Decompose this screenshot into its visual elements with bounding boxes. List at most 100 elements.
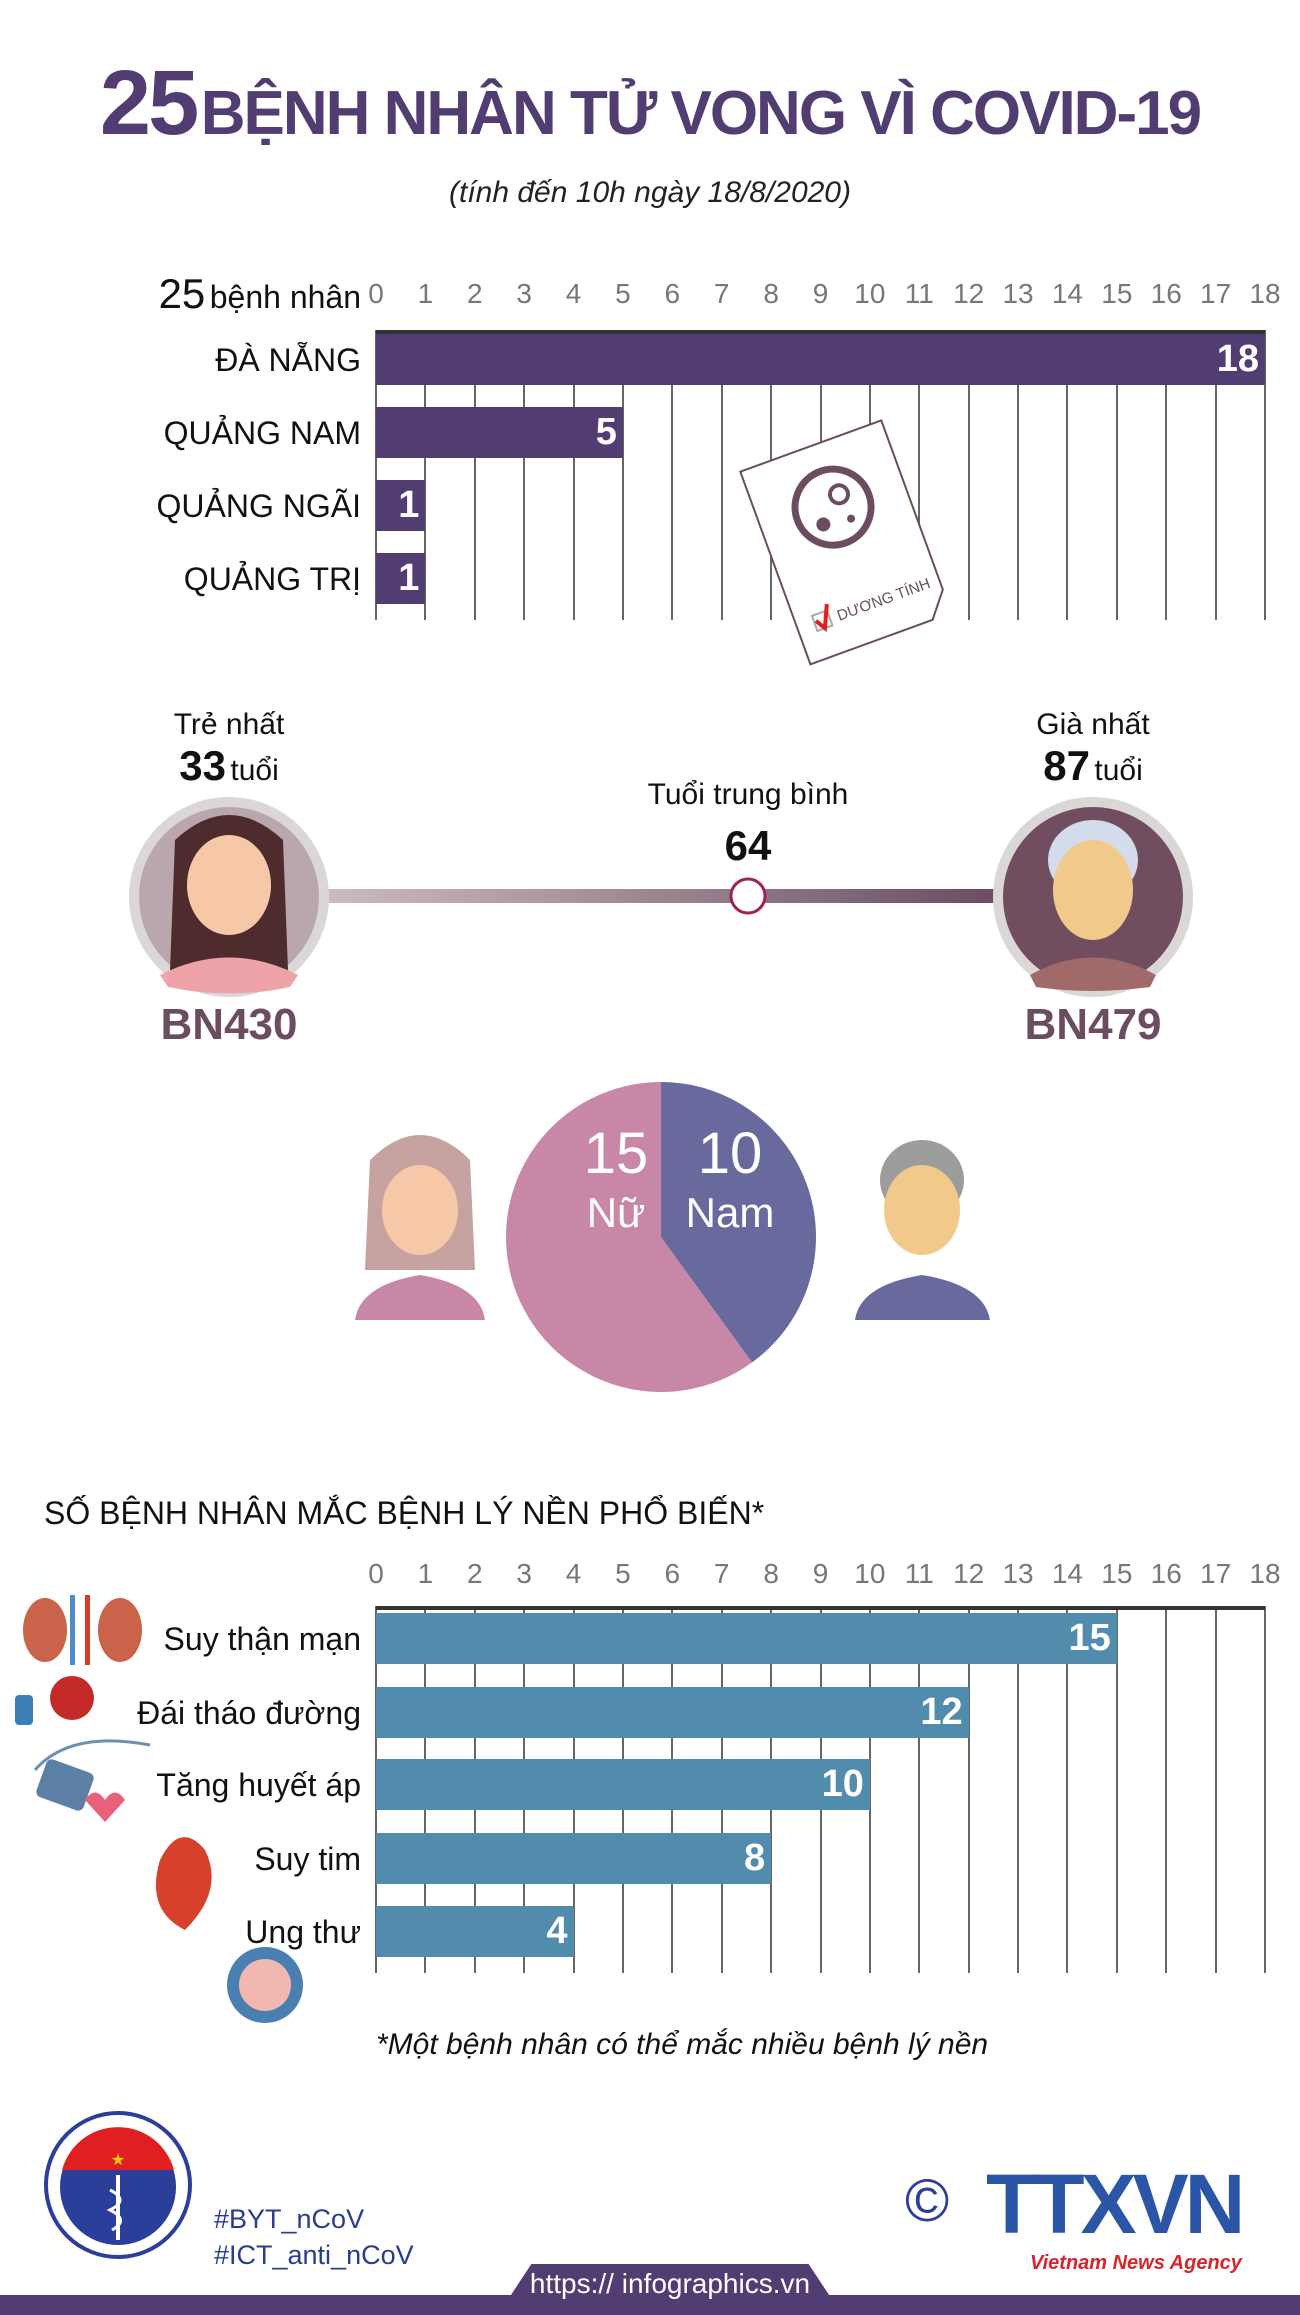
unit-text: bệnh nhân (209, 279, 361, 315)
diabetes-icon (15, 1676, 94, 1725)
x-tick-label: 16 (1150, 278, 1182, 309)
x-tick-label: 9 (812, 1558, 829, 1589)
x-tick-label: 12 (953, 1558, 985, 1589)
gridline (1264, 1606, 1266, 1973)
x-tick-label: 4 (565, 278, 582, 309)
bar-value-label: 5 (595, 411, 617, 453)
x-tick-label: 18 (1249, 278, 1281, 309)
gridline (523, 330, 526, 620)
x-tick-label: 17 (1200, 278, 1232, 309)
x-tick-label: 7 (713, 1558, 730, 1589)
heart-icon (155, 1837, 212, 1930)
youngest-age-value: 33 (179, 742, 226, 789)
x-tick-label: 15 (1101, 278, 1133, 309)
youngest-age: 33 tuổi (79, 742, 379, 790)
x-tick-label: 6 (664, 278, 681, 309)
x-tick-label: 6 (664, 1558, 681, 1589)
oldest-age-value: 87 (1043, 742, 1090, 789)
bar (376, 1759, 870, 1810)
gridline (868, 1606, 871, 1973)
gridline (1066, 330, 1069, 620)
blood-pressure-icon (33, 1739, 151, 1822)
bar-value-label: 1 (398, 484, 420, 526)
youngest-patient-id: BN430 (160, 1000, 298, 1049)
chart1-unit-label: 25 bệnh nhân (120, 270, 361, 318)
x-tick-label: 14 (1051, 278, 1084, 309)
x-tick-label: 5 (615, 278, 631, 309)
x-tick-label: 13 (1002, 1558, 1034, 1589)
x-tick-label: 10 (854, 1558, 886, 1589)
x-tick-label: 3 (516, 278, 532, 309)
comorbidity-chart-title: SỐ BỆNH NHÂN MẮC BỆNH LÝ NỀN PHỔ BIẾN* (44, 1495, 765, 1531)
x-tick-label: 8 (763, 278, 779, 309)
bar (376, 1833, 772, 1884)
footnote: *Một bệnh nhân có thể mắc nhiều bệnh lý … (376, 2028, 989, 2061)
female-label: Nữ (586, 1189, 646, 1236)
pie-slice-female (505, 1082, 753, 1392)
bar-value-label: 15 (1068, 1617, 1111, 1659)
bar (376, 553, 426, 604)
gridline (375, 330, 377, 620)
bar-value-label: 8 (743, 1837, 766, 1879)
gender-pie-chart (355, 1082, 990, 1392)
category-label: Ung thư (245, 1914, 361, 1950)
x-tick-label: 0 (368, 1558, 384, 1589)
gridline (967, 330, 970, 620)
category-label: Tăng huyết áp (156, 1767, 361, 1803)
gridline (572, 330, 575, 620)
x-tick-label: 11 (904, 278, 934, 309)
title-text: BỆNH NHÂN TỬ VONG VÌ COVID-19 (200, 79, 1202, 148)
x-tick-label: 3 (516, 1558, 532, 1589)
gridline (918, 330, 921, 620)
average-age-value: 64 (724, 822, 772, 869)
gridline (1066, 1606, 1069, 1973)
x-tick-label: 0 (368, 278, 384, 309)
youngest-patient-avatar (129, 797, 329, 997)
cancer-cell-icon (227, 1947, 303, 2023)
gridline (1017, 1606, 1020, 1973)
x-tick-label: 14 (1051, 1558, 1084, 1589)
ministry-of-health-logo: ★ (44, 2111, 192, 2259)
footer-bar (0, 2295, 1300, 2315)
gridline (424, 330, 427, 620)
footer-url-link[interactable]: https:// infographics.vn (529, 2268, 811, 2299)
average-age-label: Tuổi trung bình (647, 778, 849, 811)
bar (376, 480, 426, 531)
x-axis-line (376, 330, 1265, 334)
bar (376, 1613, 1117, 1664)
hashtag-ict[interactable]: #ICT_anti_nCoV (214, 2240, 414, 2270)
youngest-age-unit: tuổi (230, 754, 279, 787)
gridline (1264, 330, 1266, 620)
x-tick-label: 8 (763, 1558, 779, 1589)
category-label: Suy thận mạn (163, 1621, 361, 1657)
gridline (473, 330, 476, 620)
x-tick-label: 12 (953, 278, 985, 309)
oldest-patient-id: BN479 (1024, 1000, 1162, 1049)
gridline (967, 1606, 970, 1973)
gridline (1165, 330, 1168, 620)
bar (376, 1687, 969, 1738)
x-tick-label: 7 (713, 278, 730, 309)
male-avatar-icon (855, 1140, 990, 1320)
x-tick-label: 10 (854, 278, 886, 309)
oldest-age-unit: tuổi (1094, 754, 1143, 787)
page-title: 25 BỆNH NHÂN TỬ VONG VÌ COVID-19 (0, 50, 1300, 183)
x-tick-label: 18 (1249, 1558, 1281, 1589)
x-tick-label: 9 (812, 278, 829, 309)
age-range-graphic (129, 797, 1193, 997)
hashtag-byt[interactable]: #BYT_nCoV (214, 2204, 365, 2234)
ttxvn-logo: TTXVN (986, 2157, 1245, 2251)
unit-number: 25 (158, 270, 206, 317)
kidney-icon (23, 1595, 142, 1665)
x-tick-label: 4 (565, 1558, 582, 1589)
x-tick-label: 16 (1150, 1558, 1182, 1589)
gridline (1115, 330, 1118, 620)
bar-value-label: 1 (398, 557, 420, 599)
comorbidity-icons (15, 1595, 303, 2023)
bar (376, 334, 1265, 385)
category-label: QUẢNG TRỊ (183, 561, 361, 597)
gridline (1017, 330, 1020, 620)
subtitle: (tính đến 10h ngày 18/8/2020) (449, 176, 851, 209)
x-axis-line (376, 1606, 1265, 1610)
footer-tab (505, 2264, 835, 2304)
